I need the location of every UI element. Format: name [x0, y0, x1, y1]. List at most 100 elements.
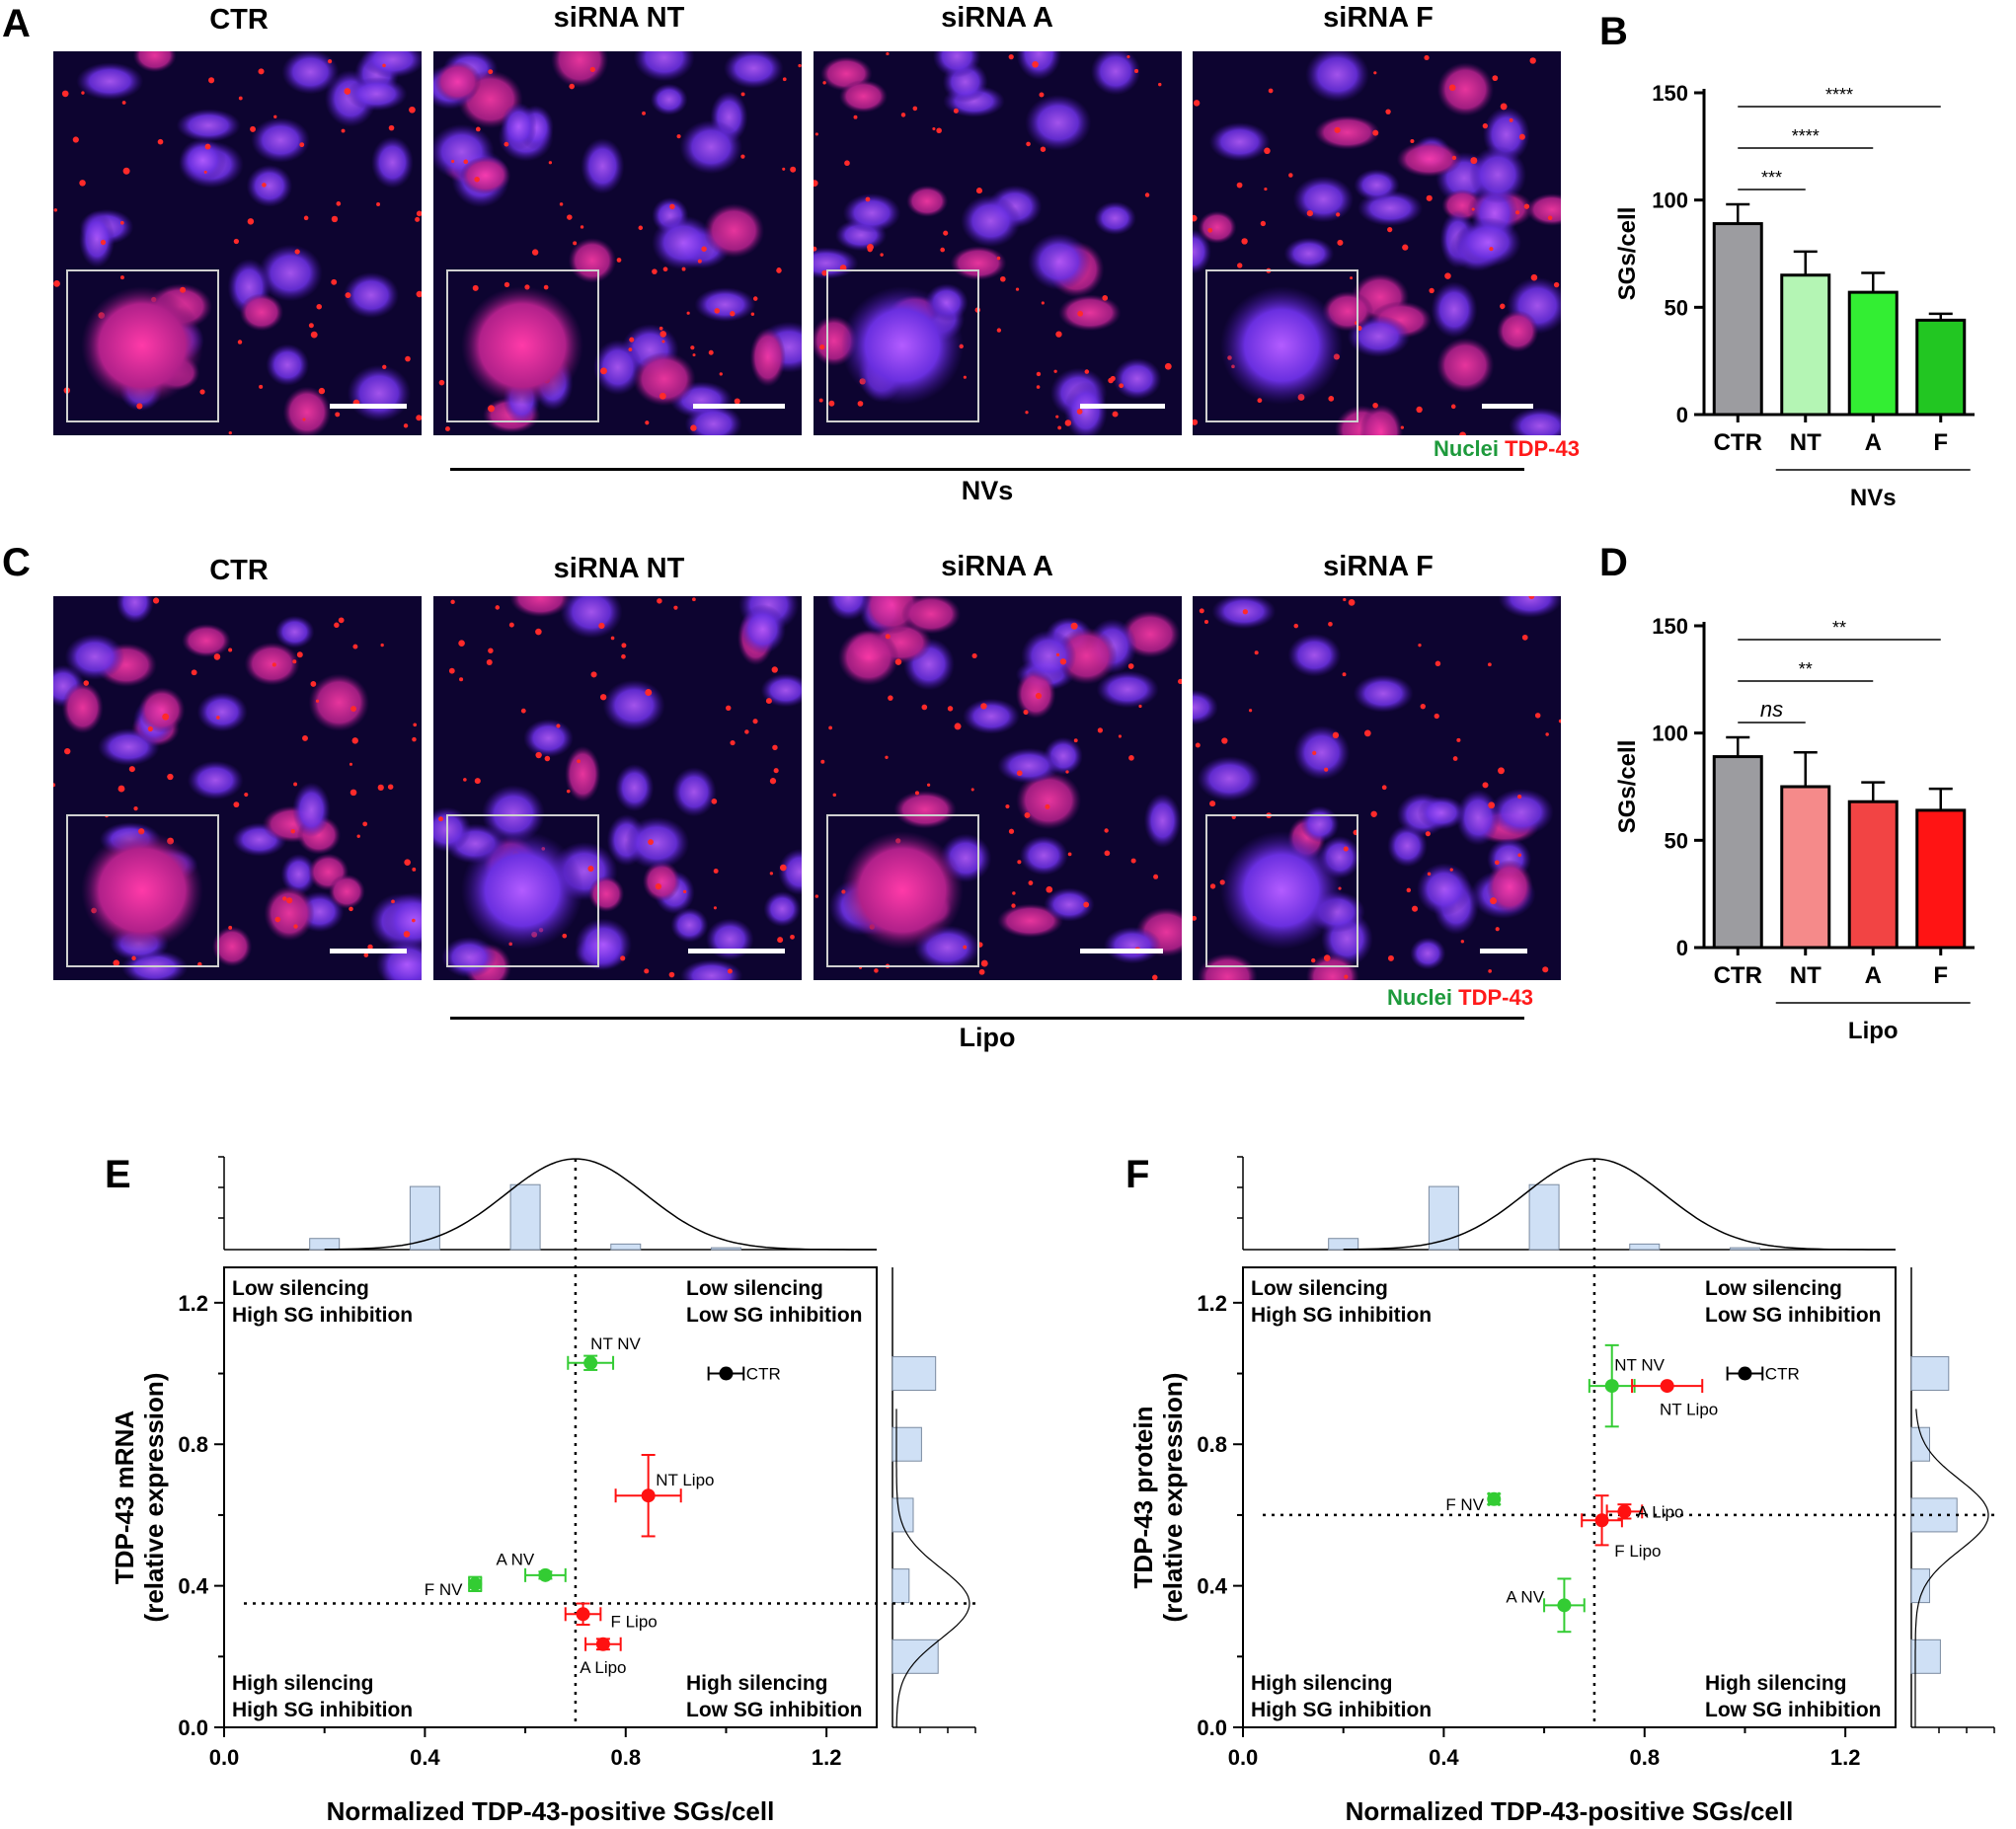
quadrant-label-br-sub: Low SG inhibition — [686, 1699, 862, 1721]
granule — [548, 161, 553, 165]
granule — [1372, 402, 1378, 409]
granule — [1065, 770, 1069, 774]
granule — [975, 188, 983, 194]
granule — [117, 785, 125, 793]
cell-nucleus — [551, 51, 609, 88]
granule — [463, 778, 467, 782]
granule — [72, 136, 79, 143]
bar — [1915, 808, 1967, 950]
micrograph-nv-ctr — [53, 51, 422, 435]
granule — [1055, 652, 1060, 656]
granule — [387, 784, 394, 790]
granule — [1460, 940, 1464, 944]
granule — [474, 778, 481, 785]
granule — [362, 821, 368, 827]
micrograph-texture — [1193, 596, 1561, 980]
cell-nucleus — [509, 596, 572, 618]
scale-bar — [330, 404, 407, 409]
granule — [203, 170, 207, 174]
y-axis-label: TDP-43 protein — [1128, 1407, 1158, 1589]
granule — [308, 323, 314, 329]
image-label-sirna-nt: siRNA NT — [553, 553, 685, 584]
cell-nucleus — [1305, 51, 1369, 103]
granule — [237, 340, 243, 344]
granule — [302, 734, 308, 741]
quadrant-label-br: High silencing — [1705, 1672, 1847, 1695]
granule — [1118, 734, 1122, 738]
cell-nucleus — [1354, 169, 1400, 201]
x-axis-label: Normalized TDP-43-positive SGs/cell — [327, 1796, 775, 1826]
granule — [1448, 84, 1456, 92]
micrograph-lipo-sirna-nt — [433, 596, 802, 980]
granule — [556, 724, 561, 728]
data-point — [1660, 1379, 1674, 1394]
granule — [296, 651, 303, 658]
granule — [1076, 409, 1083, 415]
micrograph-texture — [433, 51, 802, 435]
data-point — [1557, 1598, 1572, 1613]
granule — [1387, 227, 1393, 233]
granule — [726, 705, 732, 711]
zoom-inset — [446, 269, 599, 422]
granule — [61, 90, 69, 98]
granule — [828, 400, 835, 407]
significance-label: ** — [1832, 618, 1846, 638]
granule — [1040, 146, 1047, 152]
granule — [1153, 874, 1159, 879]
granule — [1492, 75, 1499, 82]
granule — [391, 899, 395, 904]
granule — [953, 108, 959, 114]
cell-nucleus — [1283, 237, 1335, 270]
cell-nucleus — [1359, 404, 1404, 435]
granule — [566, 789, 571, 794]
granule — [645, 420, 650, 425]
cell-nucleus — [1208, 122, 1271, 162]
cell-nucleus — [1197, 756, 1262, 801]
granule — [844, 160, 850, 167]
scale-bar — [1080, 949, 1163, 953]
granule — [772, 744, 778, 751]
granule — [290, 829, 295, 834]
data-point — [641, 1488, 656, 1503]
x-tick-label: 0.0 — [209, 1745, 240, 1770]
cell-nucleus — [523, 719, 574, 758]
quadrant-label-tl: Low silencing — [232, 1277, 369, 1300]
cell-nucleus — [239, 293, 284, 332]
granule — [661, 340, 665, 343]
cell-nucleus — [1435, 337, 1495, 394]
granule — [610, 636, 615, 641]
granule — [659, 326, 663, 331]
granule — [1203, 620, 1209, 625]
plot-frame — [223, 1266, 878, 1728]
granule — [1130, 858, 1136, 864]
cell-nucleus — [1113, 357, 1162, 400]
micrograph-lipo-ctr — [53, 596, 422, 980]
granule — [331, 278, 338, 285]
granule — [459, 677, 464, 682]
panel-letter-b: B — [1599, 10, 1628, 53]
cell-nucleus — [328, 874, 365, 909]
granule — [648, 839, 654, 846]
granule — [409, 106, 416, 114]
granule — [403, 423, 409, 428]
granule — [867, 246, 873, 253]
cell-nucleus — [560, 596, 623, 639]
granule — [53, 279, 60, 287]
cell-nucleus — [1454, 217, 1522, 267]
granule — [690, 424, 697, 431]
cell-nucleus — [1431, 281, 1478, 339]
x-tick-label: 0.4 — [1429, 1745, 1459, 1770]
point-label: NT NV — [590, 1334, 641, 1353]
granule — [1498, 767, 1505, 775]
cell-nucleus — [292, 782, 331, 838]
granule — [771, 666, 778, 673]
right-hist-bar — [1910, 1497, 1958, 1533]
granule — [782, 167, 786, 171]
cell-nucleus — [460, 156, 511, 194]
granule — [213, 653, 221, 660]
granule — [894, 658, 902, 665]
granule — [1293, 623, 1299, 629]
granule — [1209, 800, 1216, 807]
granule — [1025, 411, 1029, 415]
right-hist-curve — [895, 1409, 970, 1727]
